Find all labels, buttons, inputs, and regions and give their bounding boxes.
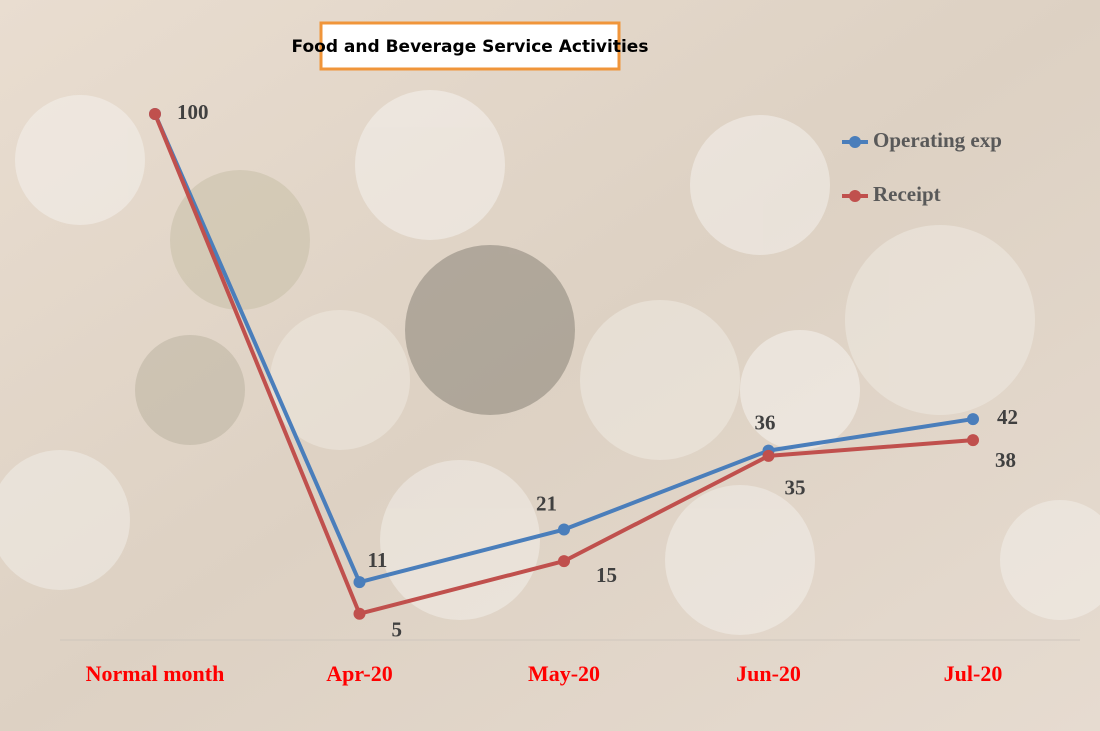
data-label: 35 bbox=[785, 476, 806, 500]
x-tick-label: Jun-20 bbox=[736, 661, 801, 686]
legend-marker bbox=[849, 190, 861, 202]
point bbox=[558, 524, 570, 536]
chart: Food and Beverage Service Activities Nor… bbox=[0, 0, 1100, 731]
chart-title: Food and Beverage Service Activities bbox=[292, 37, 649, 57]
data-label: 100 bbox=[177, 100, 209, 124]
point bbox=[967, 434, 979, 446]
x-tick-label: Jul-20 bbox=[944, 661, 1003, 686]
data-label: 36 bbox=[755, 410, 776, 434]
x-tick-label: Normal month bbox=[86, 661, 225, 686]
point bbox=[149, 108, 161, 120]
legend-marker bbox=[849, 136, 861, 148]
page: {"chart_data": {"type": "line", "title":… bbox=[0, 0, 1100, 731]
legend-label: Receipt bbox=[873, 182, 941, 206]
x-tick-label: Apr-20 bbox=[326, 661, 392, 686]
point bbox=[354, 576, 366, 588]
point bbox=[763, 450, 775, 462]
point bbox=[354, 608, 366, 620]
data-label: 42 bbox=[997, 405, 1018, 429]
x-tick-label: May-20 bbox=[528, 661, 600, 686]
data-label: 5 bbox=[392, 618, 403, 642]
data-label: 15 bbox=[596, 563, 617, 587]
point bbox=[967, 413, 979, 425]
point bbox=[558, 555, 570, 567]
data-label: 21 bbox=[536, 491, 557, 515]
legend-label: Operating exp bbox=[873, 128, 1002, 152]
data-label: 11 bbox=[368, 548, 388, 572]
data-label: 38 bbox=[995, 448, 1016, 472]
